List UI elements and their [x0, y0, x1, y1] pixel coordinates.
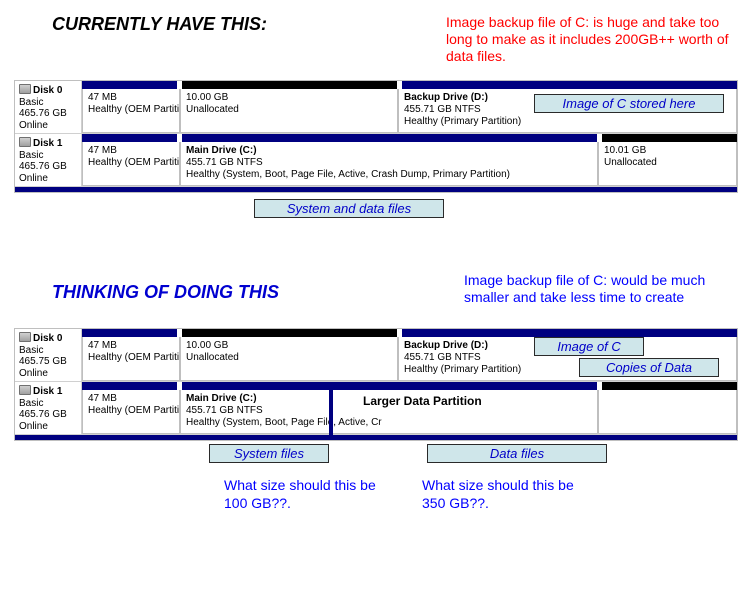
question-2: What size should this be 350 GB??. [422, 477, 582, 512]
partition[interactable]: 47 MB Healthy (OEM Partition) [82, 142, 180, 186]
disk-header: Disk 0 Basic 465.76 GB Online [15, 81, 82, 133]
stripe [82, 329, 737, 337]
callout-system-files: System files [209, 444, 329, 463]
partitions: 47 MB Healthy (OEM Partition) Main Drive… [82, 382, 737, 434]
stripe [82, 81, 737, 89]
disk-row: Disk 1 Basic 465.76 GB Online 47 MB Heal… [15, 382, 737, 435]
partition[interactable]: 47 MB Healthy (OEM Partition) [82, 390, 180, 434]
callout-data-files: Data files [427, 444, 607, 463]
disk-size: 465.75 GB [19, 356, 67, 367]
stripe [82, 134, 737, 142]
partition[interactable]: 47 MB Healthy (OEM Partition) [82, 337, 180, 381]
disk-icon [19, 84, 31, 94]
disk-header: Disk 1 Basic 465.76 GB Online [15, 382, 82, 434]
disk-name: Disk 0 [33, 333, 62, 344]
disk-icon [19, 137, 31, 147]
disk-icon [19, 385, 31, 395]
disk-type: Basic [19, 398, 43, 409]
section-current: CURRENTLY HAVE THIS: Image backup file o… [14, 14, 736, 226]
disk-header: Disk 0 Basic 465.75 GB Online [15, 329, 82, 381]
disk-status: Online [19, 120, 48, 131]
disk-status: Online [19, 173, 48, 184]
disk-type: Basic [19, 345, 43, 356]
callout-copies-data: Copies of Data [579, 358, 719, 377]
stripe [82, 382, 737, 390]
disk-header: Disk 1 Basic 465.76 GB Online [15, 134, 82, 186]
bottom-stripe [15, 187, 737, 192]
disk-type: Basic [19, 97, 43, 108]
disk-name: Disk 1 [33, 386, 62, 397]
section-proposed: THINKING OF DOING THIS Image backup file… [14, 282, 736, 592]
callout-image-c: Image of C [534, 337, 644, 356]
disk-size: 465.76 GB [19, 161, 67, 172]
callout-system-data: System and data files [254, 199, 444, 218]
partition[interactable]: 10.00 GB Unallocated [180, 89, 398, 133]
disk-type: Basic [19, 150, 43, 161]
disk-status: Online [19, 421, 48, 432]
note-red: Image backup file of C: is huge and take… [446, 14, 736, 64]
disk-size: 465.76 GB [19, 409, 67, 420]
bottom-stripe [15, 435, 737, 440]
disk-status: Online [19, 368, 48, 379]
disk-name: Disk 0 [33, 85, 62, 96]
disk-name: Disk 1 [33, 138, 62, 149]
disk-size: 465.76 GB [19, 108, 67, 119]
note-blue: Image backup file of C: would be much sm… [464, 272, 734, 306]
overlay-larger-data: Larger Data Partition [363, 394, 482, 408]
question-1: What size should this be 100 GB??. [224, 477, 384, 512]
partition[interactable]: 47 MB Healthy (OEM Partition) [82, 89, 180, 133]
partition[interactable]: 10.01 GB Unallocated [598, 142, 737, 186]
partitions: 47 MB Healthy (OEM Partition) Main Drive… [82, 134, 737, 186]
partition[interactable] [598, 390, 737, 434]
split-line [329, 382, 333, 439]
disk-icon [19, 332, 31, 342]
partition[interactable]: Main Drive (C:) 455.71 GB NTFS Healthy (… [180, 142, 598, 186]
disk-row: Disk 1 Basic 465.76 GB Online 47 MB Heal… [15, 134, 737, 187]
callout-image-c-stored: Image of C stored here [534, 94, 724, 113]
partition[interactable]: 10.00 GB Unallocated [180, 337, 398, 381]
